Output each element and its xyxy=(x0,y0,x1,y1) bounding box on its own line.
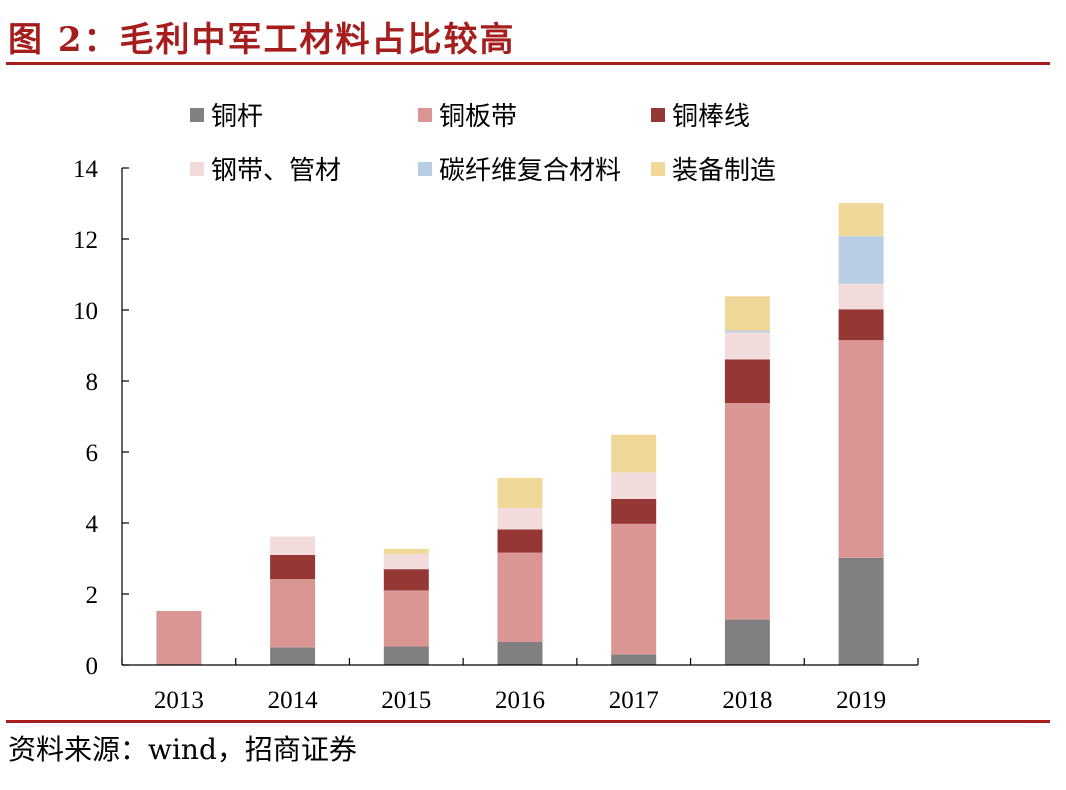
bar-2015-series-0 xyxy=(383,646,429,665)
bar-2017-series-0 xyxy=(611,654,657,665)
y-tick-label-4: 4 xyxy=(86,511,99,538)
y-tick-label-8: 8 xyxy=(86,369,99,396)
x-tick-label-2014: 2014 xyxy=(268,687,319,714)
bar-2019-series-1 xyxy=(838,340,884,558)
bar-2016-series-0 xyxy=(497,641,543,665)
legend-label-0: 铜杆 xyxy=(211,102,263,132)
x-tick-label-2015: 2015 xyxy=(381,687,431,714)
bottom-divider xyxy=(6,720,1050,723)
bar-2019-series-0 xyxy=(838,557,884,665)
y-tick-label-12: 12 xyxy=(73,227,98,254)
bar-2018-series-5 xyxy=(724,296,770,331)
bar-2013-series-1 xyxy=(156,611,202,665)
legend-swatch-0 xyxy=(190,108,204,122)
bar-2015-series-2 xyxy=(383,569,429,591)
bar-2015-series-1 xyxy=(383,590,429,647)
bar-2015-series-3 xyxy=(383,553,429,570)
bar-2017-series-3 xyxy=(611,472,657,499)
y-tick-label-10: 10 xyxy=(73,298,98,325)
legend-label-2: 铜棒线 xyxy=(672,102,750,132)
bars-group xyxy=(156,203,884,666)
bar-2016-series-3 xyxy=(497,508,543,530)
source-note: 资料来源：wind，招商证券 xyxy=(8,733,357,766)
legend-label-5: 装备制造 xyxy=(672,156,776,186)
bar-2014-series-1 xyxy=(270,579,316,648)
bar-2018-series-0 xyxy=(724,619,770,665)
x-tick-label-2016: 2016 xyxy=(495,687,545,714)
y-tick-label-6: 6 xyxy=(86,440,99,467)
bar-2018-series-4 xyxy=(724,330,770,333)
x-tick-label-2013: 2013 xyxy=(154,687,204,714)
legend-label-4: 碳纤维复合材料 xyxy=(439,156,621,186)
top-divider xyxy=(6,62,1050,65)
legend-swatch-5 xyxy=(651,162,665,176)
legend-swatch-2 xyxy=(651,108,665,122)
legend-label-3: 钢带、管材 xyxy=(211,156,341,186)
x-tick-label-2019: 2019 xyxy=(836,687,886,714)
bar-2016-series-2 xyxy=(497,529,543,553)
bar-2017-series-5 xyxy=(611,434,657,473)
legend-swatch-3 xyxy=(190,162,204,176)
bar-2016-series-1 xyxy=(497,552,543,642)
legend-swatch-4 xyxy=(418,162,432,176)
bar-2019-series-3 xyxy=(838,283,884,310)
figure-title: 图 2：毛利中军工材料占比较高 xyxy=(8,20,516,60)
bar-2016-series-5 xyxy=(497,477,543,509)
y-tick-label-14: 14 xyxy=(73,156,99,183)
y-tick-label-0: 0 xyxy=(86,653,99,680)
y-tick-label-2: 2 xyxy=(86,582,99,609)
bar-2018-series-1 xyxy=(724,403,770,620)
legend-swatch-1 xyxy=(418,108,432,122)
bar-2019-series-4 xyxy=(838,236,884,284)
x-tick-label-2017: 2017 xyxy=(609,687,659,714)
axes-group: 0 2 4 6 8 10 12 14 2013 2014 2015 2016 2017 2018 2019 xyxy=(73,156,919,714)
bar-2019-series-5 xyxy=(838,203,884,237)
x-tick-label-2018: 2018 xyxy=(722,687,772,714)
bar-2017-series-2 xyxy=(611,498,657,524)
bar-2018-series-2 xyxy=(724,359,770,403)
bar-2017-series-1 xyxy=(611,523,657,655)
legend-label-1: 铜板带 xyxy=(439,102,517,132)
bar-2018-series-3 xyxy=(724,332,770,360)
bar-2015-series-5 xyxy=(383,548,429,554)
bar-2014-series-3 xyxy=(270,536,316,555)
bar-2014-series-0 xyxy=(270,647,316,666)
bar-2014-series-2 xyxy=(270,555,316,580)
bar-2019-series-2 xyxy=(838,309,884,341)
